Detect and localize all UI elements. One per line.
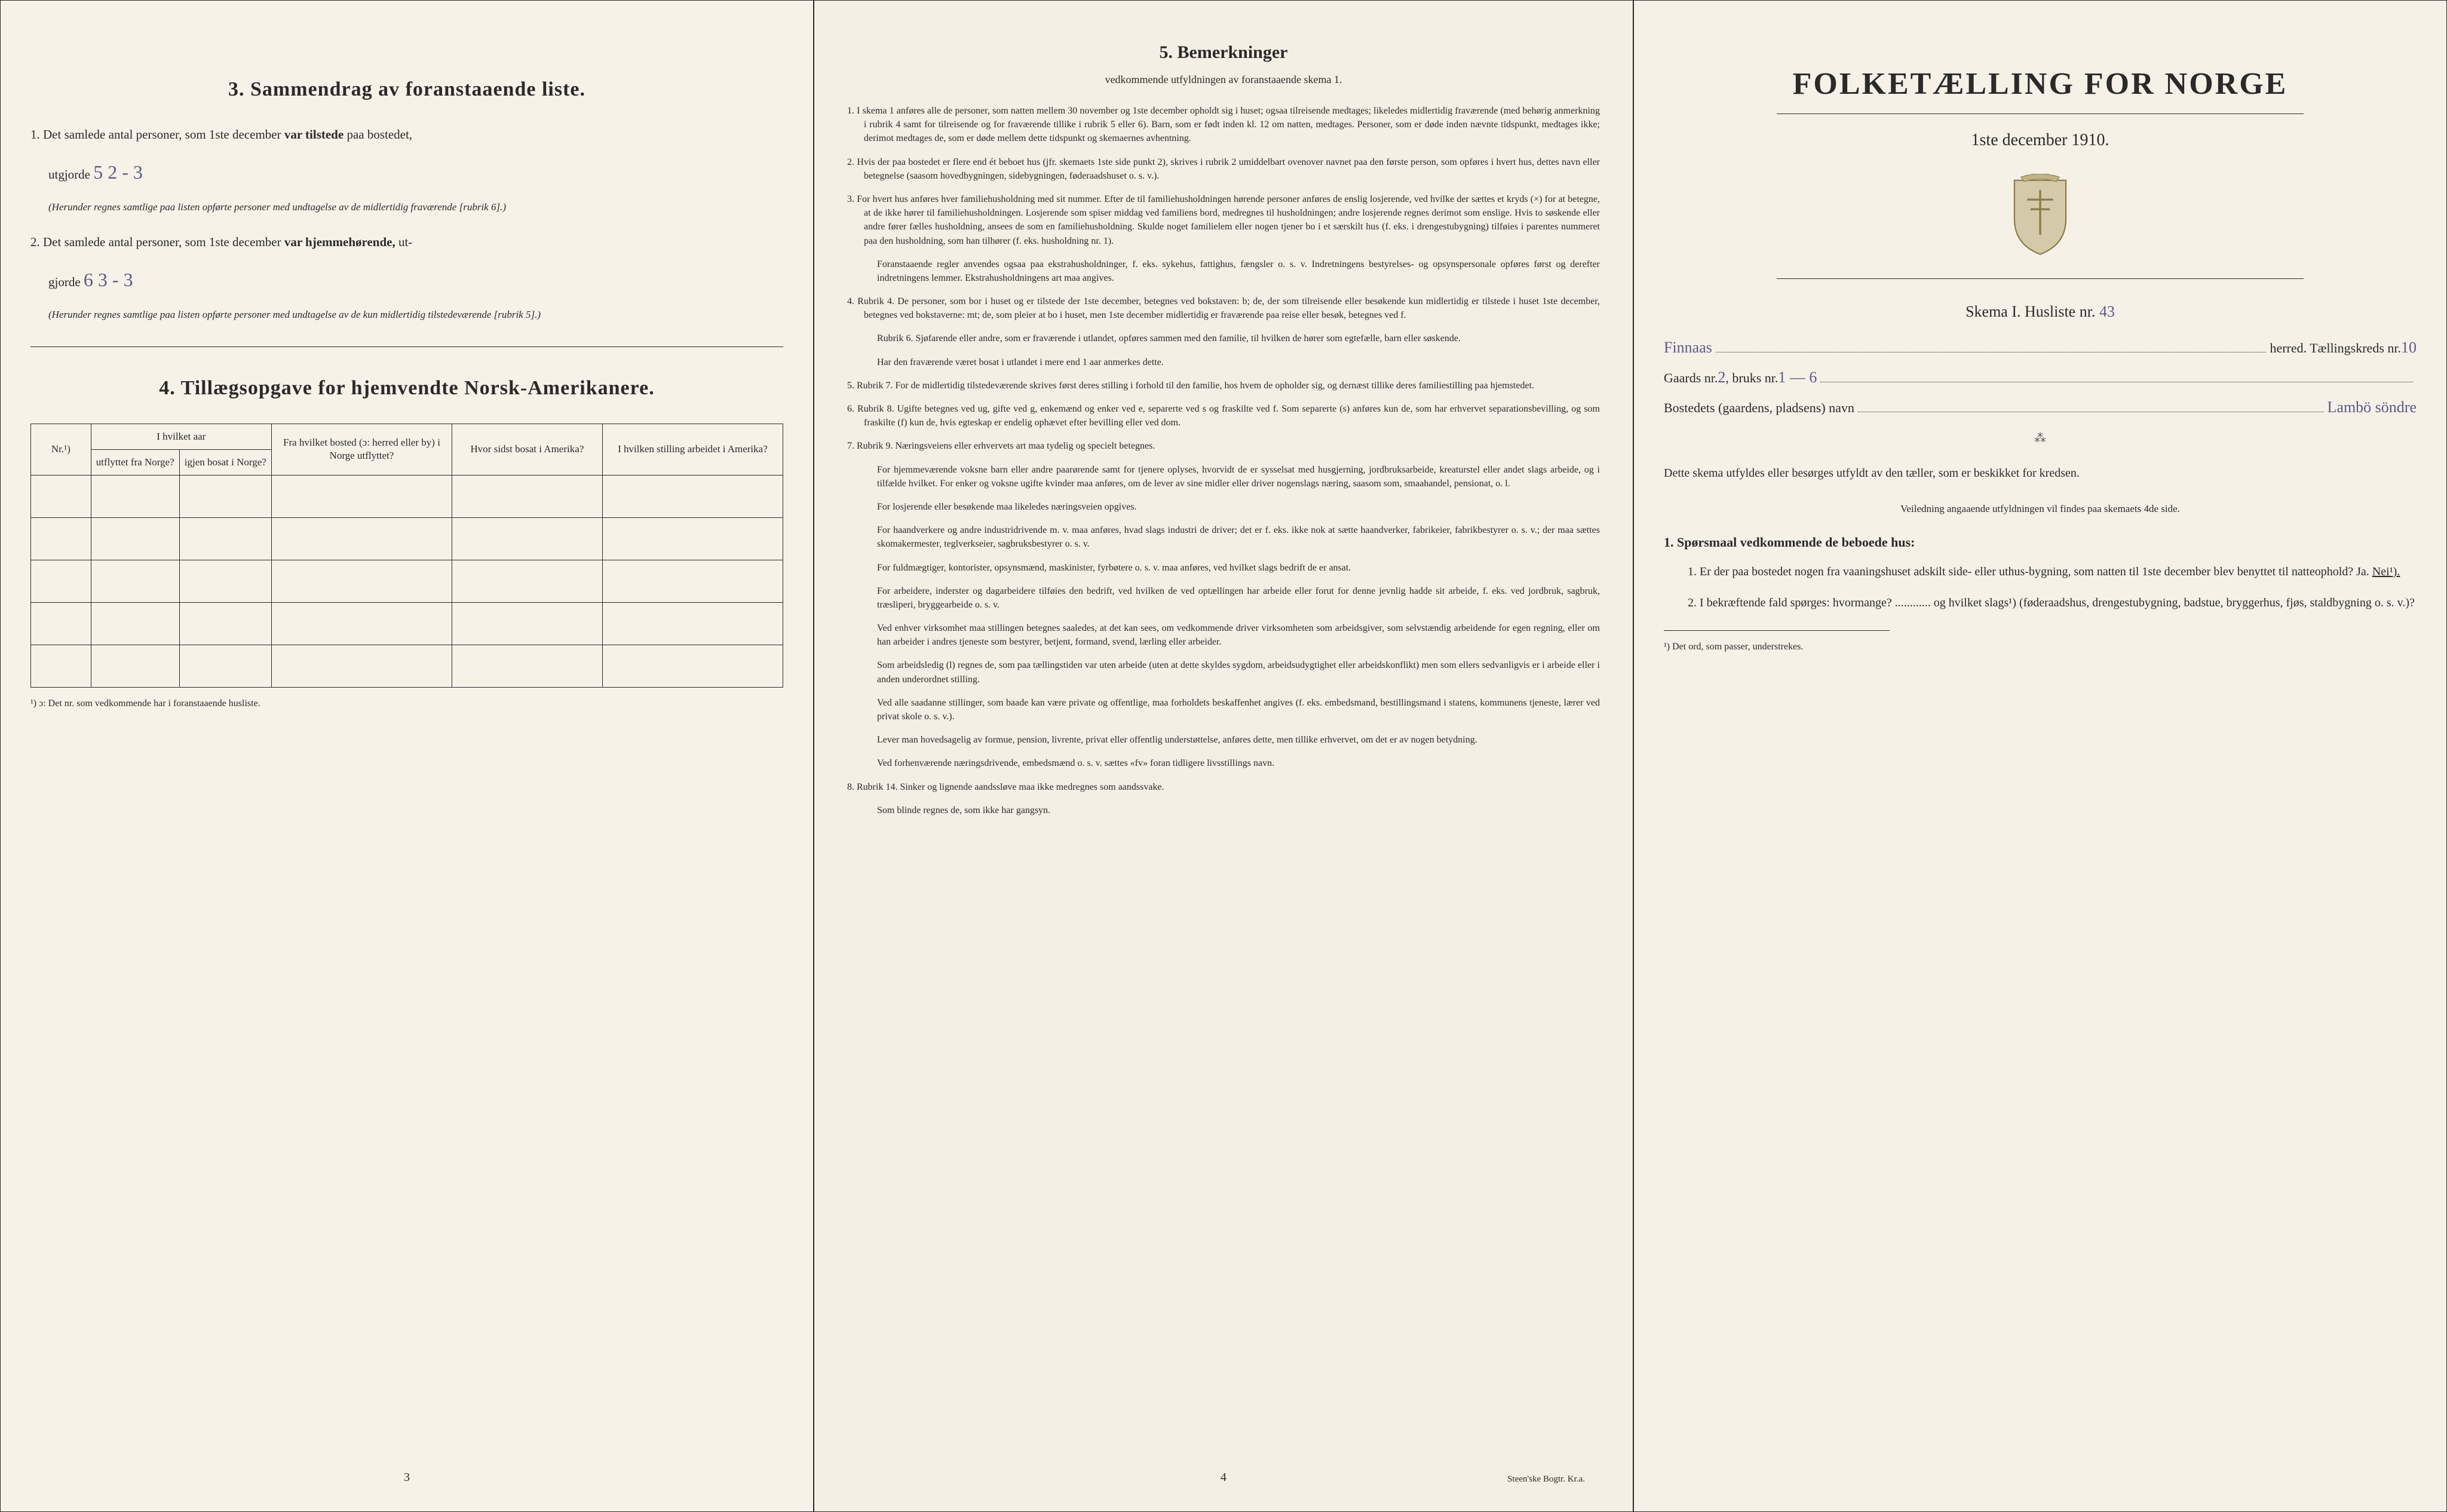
footnote-rule [1664, 630, 1890, 631]
table-row [31, 645, 783, 687]
remark-item: For fuldmægtiger, kontorister, opsynsmæn… [847, 561, 1600, 575]
gaards-nr-hand: 2 [1718, 369, 1725, 387]
item-2-line2: gjorde 6 3 - 3 [48, 265, 783, 295]
skema-line: Skema I. Husliste nr. 43 [1664, 303, 2417, 321]
section-4-heading: 4. Tillægsopgave for hjemvendte Norsk-Am… [30, 377, 783, 400]
remark-item: Ved alle saadanne stillinger, som baade … [847, 696, 1600, 723]
item-1-note: (Herunder regnes samtlige paa listen opf… [48, 200, 783, 215]
main-title: FOLKETÆLLING FOR NORGE [1664, 66, 2417, 102]
remark-item: Rubrik 6. Sjøfarende eller andre, som er… [847, 332, 1600, 345]
bruks-nr-hand: 1 — 6 [1778, 369, 1817, 387]
date-line: 1ste december 1910. [1664, 131, 2417, 150]
footnote-3: ¹) ɔ: Det nr. som vedkommende har i fora… [30, 698, 783, 709]
remark-item: 5. Rubrik 7. For de midlertidig tilstede… [847, 379, 1600, 392]
page-1-title: FOLKETÆLLING FOR NORGE 1ste december 191… [1633, 0, 2447, 1512]
th-utflyttet: utflyttet fra Norge? [91, 449, 179, 475]
table-row [31, 560, 783, 602]
herred-line: Finnaas herred. Tællingskreds nr. 10 [1664, 339, 2417, 357]
item-2-line1: 2. Det samlede antal personer, som 1ste … [30, 232, 783, 253]
th-aar: I hvilket aar [91, 424, 271, 449]
answer-nei: Nei¹). [2372, 565, 2400, 578]
remark-item: 4. Rubrik 4. De personer, som bor i huse… [847, 295, 1600, 322]
husliste-nr-hand: 43 [2099, 303, 2115, 320]
th-nr: Nr.¹) [31, 424, 91, 475]
page-number-3: 3 [404, 1471, 410, 1485]
table-row [31, 602, 783, 645]
table-row [31, 475, 783, 517]
crest-rule [1777, 278, 2304, 279]
item-2-handwritten: 6 3 - 3 [84, 269, 133, 290]
item-1-handwritten: 5 2 - 3 [93, 161, 143, 183]
divider [30, 346, 783, 347]
table-row [31, 517, 783, 560]
remark-item: 2. Hvis der paa bostedet er flere end ét… [847, 155, 1600, 183]
th-stilling: I hvilken stilling arbeidet i Amerika? [602, 424, 783, 475]
remark-item: For haandverkere og andre industridriven… [847, 523, 1600, 551]
page-4: 5. Bemerkninger vedkommende utfyldningen… [814, 0, 1633, 1512]
remark-item: Som blinde regnes de, som ikke har gangs… [847, 803, 1600, 817]
item-2-note: (Herunder regnes samtlige paa listen opf… [48, 307, 783, 323]
remark-item: 6. Rubrik 8. Ugifte betegnes ved ug, gif… [847, 402, 1600, 430]
remark-item: Som arbeidsledig (l) regnes de, som paa … [847, 658, 1600, 686]
remark-item: For losjerende eller besøkende maa likel… [847, 500, 1600, 514]
remark-item: Ved forhenværende næringsdrivende, embed… [847, 756, 1600, 770]
coat-of-arms-icon [1664, 174, 2417, 260]
remark-item: 8. Rubrik 14. Sinker og lignende aandssl… [847, 780, 1600, 794]
remark-item: For hjemmeværende voksne barn eller andr… [847, 463, 1600, 490]
census-document: 3. Sammendrag av foranstaaende liste. 1.… [0, 0, 2447, 1512]
remark-item: 1. I skema 1 anføres alle de personer, s… [847, 104, 1600, 146]
question-heading: 1. Spørsmaal vedkommende de beboede hus: [1664, 535, 2417, 550]
instruction-1: Dette skema utfyldes eller besørges utfy… [1664, 464, 2417, 483]
remark-item: For arbeidere, inderster og dagarbeidere… [847, 584, 1600, 612]
kreds-nr-hand: 10 [2401, 339, 2417, 357]
section-5-heading: 5. Bemerkninger [847, 42, 1600, 63]
remark-item: Lever man hovedsagelig av formue, pensio… [847, 733, 1600, 747]
instruction-2: Veiledning angaaende utfyldningen vil fi… [1664, 501, 2417, 517]
table-4: Nr.¹) I hvilket aar Fra hvilket bosted (… [30, 424, 783, 688]
gaards-line: Gaards nr. 2 , bruks nr. 1 — 6 [1664, 369, 2417, 387]
item-1-line1: 1. Det samlede antal personer, som 1ste … [30, 125, 783, 145]
section-5-sub: vedkommende utfyldningen av foranstaaend… [847, 73, 1600, 86]
section-3-heading: 3. Sammendrag av foranstaaende liste. [30, 78, 783, 101]
bosted-hand: Lambö söndre [2328, 398, 2417, 416]
remark-item: 3. For hvert hus anføres hver familiehus… [847, 192, 1600, 248]
item-1-line2: utgjorde 5 2 - 3 [48, 157, 783, 188]
th-bosted: Fra hvilket bosted (ɔ: herred eller by) … [271, 424, 452, 475]
question-1: 1. Er der paa bostedet nogen fra vaaning… [1688, 562, 2417, 581]
ornament-icon: ⁂ [1664, 431, 2417, 446]
page-3: 3. Sammendrag av foranstaaende liste. 1.… [0, 0, 814, 1512]
footnote-right: ¹) Det ord, som passer, understrekes. [1664, 642, 2417, 652]
herred-hand: Finnaas [1664, 339, 1712, 357]
th-igjen: igjen bosat i Norge? [179, 449, 271, 475]
remarks-list: 1. I skema 1 anføres alle de personer, s… [847, 104, 1600, 817]
th-amerika: Hvor sidst bosat i Amerika? [452, 424, 603, 475]
remark-item: Har den fraværende været bosat i utlande… [847, 355, 1600, 369]
bosted-line: Bostedets (gaardens, pladsens) navn Lamb… [1664, 398, 2417, 416]
remark-item: Ved enhver virksomhet maa stillingen bet… [847, 621, 1600, 649]
question-2: 2. I bekræftende fald spørges: hvormange… [1688, 593, 2417, 612]
remark-item: 7. Rubrik 9. Næringsveiens eller erhverv… [847, 439, 1600, 453]
remark-item: Foranstaaende regler anvendes ogsaa paa … [847, 257, 1600, 285]
printer-note: Steen'ske Bogtr. Kr.a. [1507, 1474, 1585, 1485]
page-number-4: 4 [1221, 1471, 1226, 1485]
